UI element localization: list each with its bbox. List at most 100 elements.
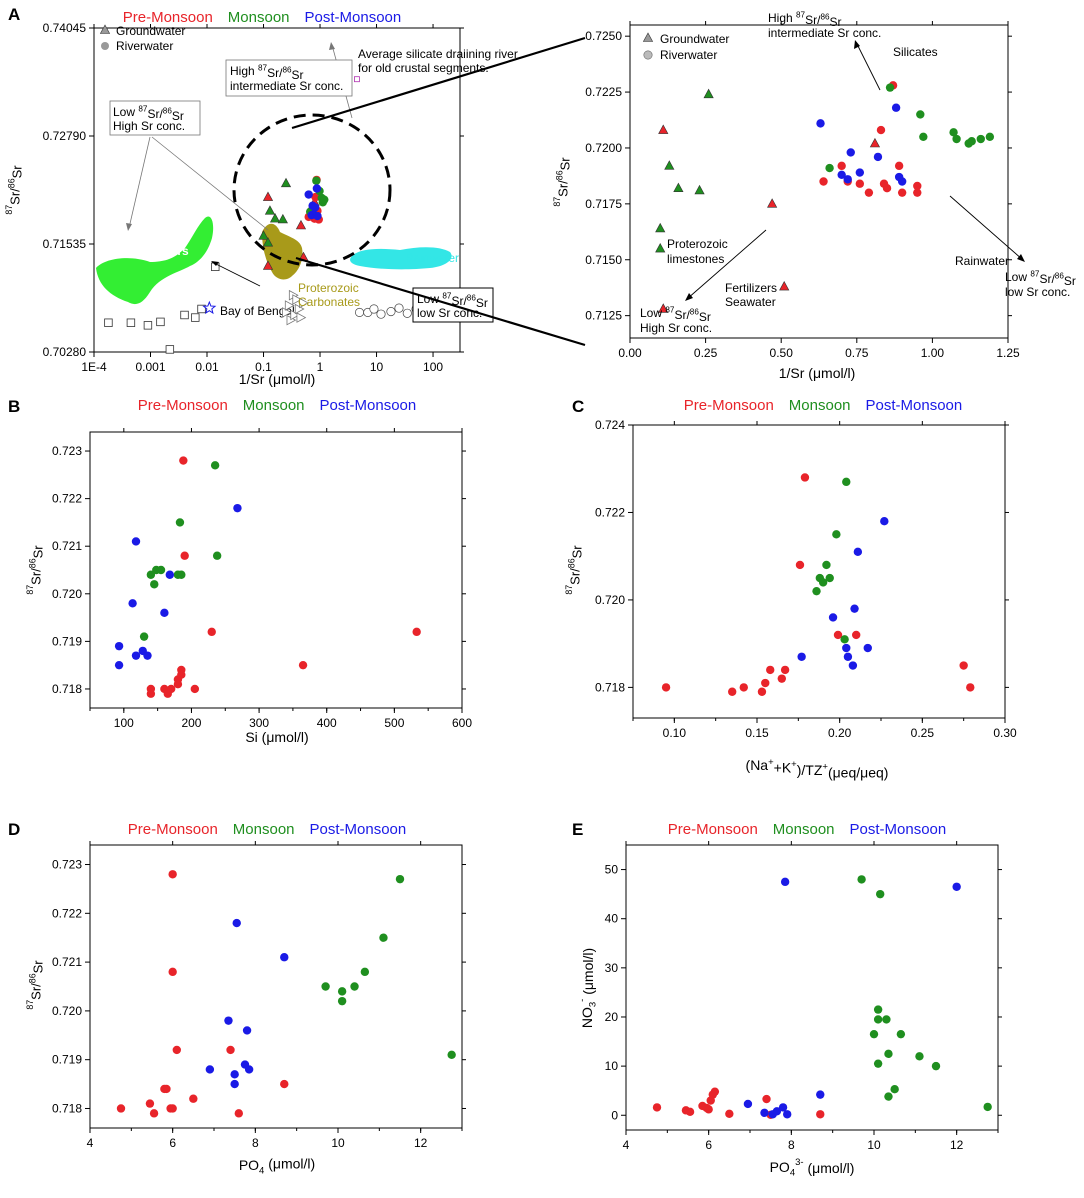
monsoon-point [146,570,156,579]
post-monsoon-point [242,1026,252,1035]
plot-frame [625,844,999,1131]
panel-A-inset: 0.00 0.25 0.50 0.75 1.00 1.25 0.7125 0.7150 0.71… [552,11,1076,381]
x-tick-label: 100 [114,716,134,730]
pre-monsoon-point [280,1079,289,1089]
y-tick-label: 0.720 [52,587,82,601]
monsoon-point [175,518,185,527]
legend-pre: Pre-Monsoon [684,397,774,414]
monsoon-point [321,982,330,991]
y-tick-label: 50 [605,863,619,877]
y-axis-label: 87​Sr/86​Sr [25,545,45,595]
legend-mon: Monsoon [228,9,290,26]
pre-monsoon-point [959,661,968,670]
legend-gap [774,397,789,414]
pre-monsoon-point [816,1110,825,1119]
x-tick-label: 200 [181,716,201,730]
legend-gap [305,397,320,414]
post-monsoon-point [880,517,889,526]
pre-monsoon-riverwater [311,192,320,202]
zoom-connector-bottom [295,256,586,347]
pre-monsoon-point [149,1109,159,1118]
x-axis-label: (Na+​+K+​)/TZ+​(μeq/μeq) [746,757,889,781]
pre-monsoon-point [146,689,156,698]
post-monsoon-riverwater [312,184,322,193]
season-legend: Pre-Monsoon Monsoon Post-Monsoon [128,821,406,838]
text-span: High [768,11,796,25]
pre-monsoon-point [180,551,189,560]
pre-monsoon-groundwater [779,280,790,291]
pre-monsoon-point [780,665,790,675]
supscript: 86 [690,308,700,317]
legend-mon: Monsoon [773,821,835,838]
limestone-label-2: limestones [667,252,724,266]
text-span: Sr/ [7,188,22,205]
y-tick-label: 0.7225 [585,85,622,99]
plot-frame [632,424,1006,719]
rainwater-point [376,309,386,319]
supscript: 87 [665,306,675,315]
bay-arrowhead [211,261,219,266]
y-tick-label: 0.71535 [43,237,87,251]
text-span: NO [579,1007,595,1028]
monsoon-point [869,1029,879,1039]
post-monsoon-riverwater [816,119,825,128]
supscript: 86 [27,973,37,983]
legend-riverwater-icon [101,42,109,50]
low-high-label-1: Low 87​Sr/86​Sr [113,105,184,124]
pre-monsoon-riverwater [837,161,846,171]
pre-monsoon-point [189,1094,198,1103]
post-monsoon-point [783,1110,792,1119]
y-tick-label: 10 [605,1059,619,1073]
pre-monsoon-point [739,683,748,692]
fertilizer-point [197,304,206,314]
text-span: PO [770,1159,790,1175]
x-tick-label: 1.25 [996,346,1020,360]
text-span: Sr/ [555,180,570,197]
x-tick-label: 0.01 [195,360,219,374]
low-high-arrow-2 [151,136,269,231]
post-monsoon-point [828,613,838,622]
monsoon-point [832,530,841,539]
supscript: 87 [258,64,268,73]
monsoon-riverwater [885,83,895,92]
legend-mon: Monsoon [233,821,295,838]
monsoon-groundwater [264,205,276,215]
legend-mon: Monsoon [789,397,851,414]
pre-monsoon-point [145,1099,155,1108]
legend-riverwater: Riverwater [660,48,717,62]
text-span: Sr [31,960,46,974]
zoom-connector-top [291,36,586,130]
supscript: - [577,999,588,1002]
y-tick-label: 0.721 [52,539,82,553]
text-span: (μmol/l) [580,948,596,999]
x-tick-label: 6 [705,1138,712,1152]
supscript: 87 [4,205,14,215]
post-monsoon-point [772,1107,782,1116]
monsoon-riverwater [320,195,329,204]
legend-gap [851,397,866,414]
fertilizers-label: Fertilizers [132,244,189,258]
low-high-box [109,100,201,136]
low-high-arrowhead-1 [126,223,132,231]
text-span: Sr/ [1039,272,1055,286]
pre-monsoon-point [800,473,810,482]
y-tick-label: 0.74045 [43,21,87,35]
x-tick-label: 12 [414,1136,428,1150]
supscript: + [791,759,797,770]
pre-monsoon-riverwater [882,184,892,193]
fertilizer-point [126,318,136,327]
x-tick-label: 6 [169,1136,176,1150]
high-sr-arrow [855,41,881,91]
subscript: 3 [587,1002,598,1007]
text-span: Sr [699,310,711,324]
monsoon-riverwater [967,137,976,146]
y-tick-label: 0.723 [52,444,82,458]
y-tick-label: 0.718 [52,1101,82,1115]
rainwater-point [354,307,365,317]
season-legend: Pre-Monsoon Monsoon Post-Monsoon [138,397,416,414]
text-span: Sr/ [805,13,821,27]
post-monsoon-point [842,643,851,653]
x-tick-label: 0.20 [828,726,852,740]
supscript: 3- [795,1157,803,1168]
monsoon-point [379,933,388,942]
